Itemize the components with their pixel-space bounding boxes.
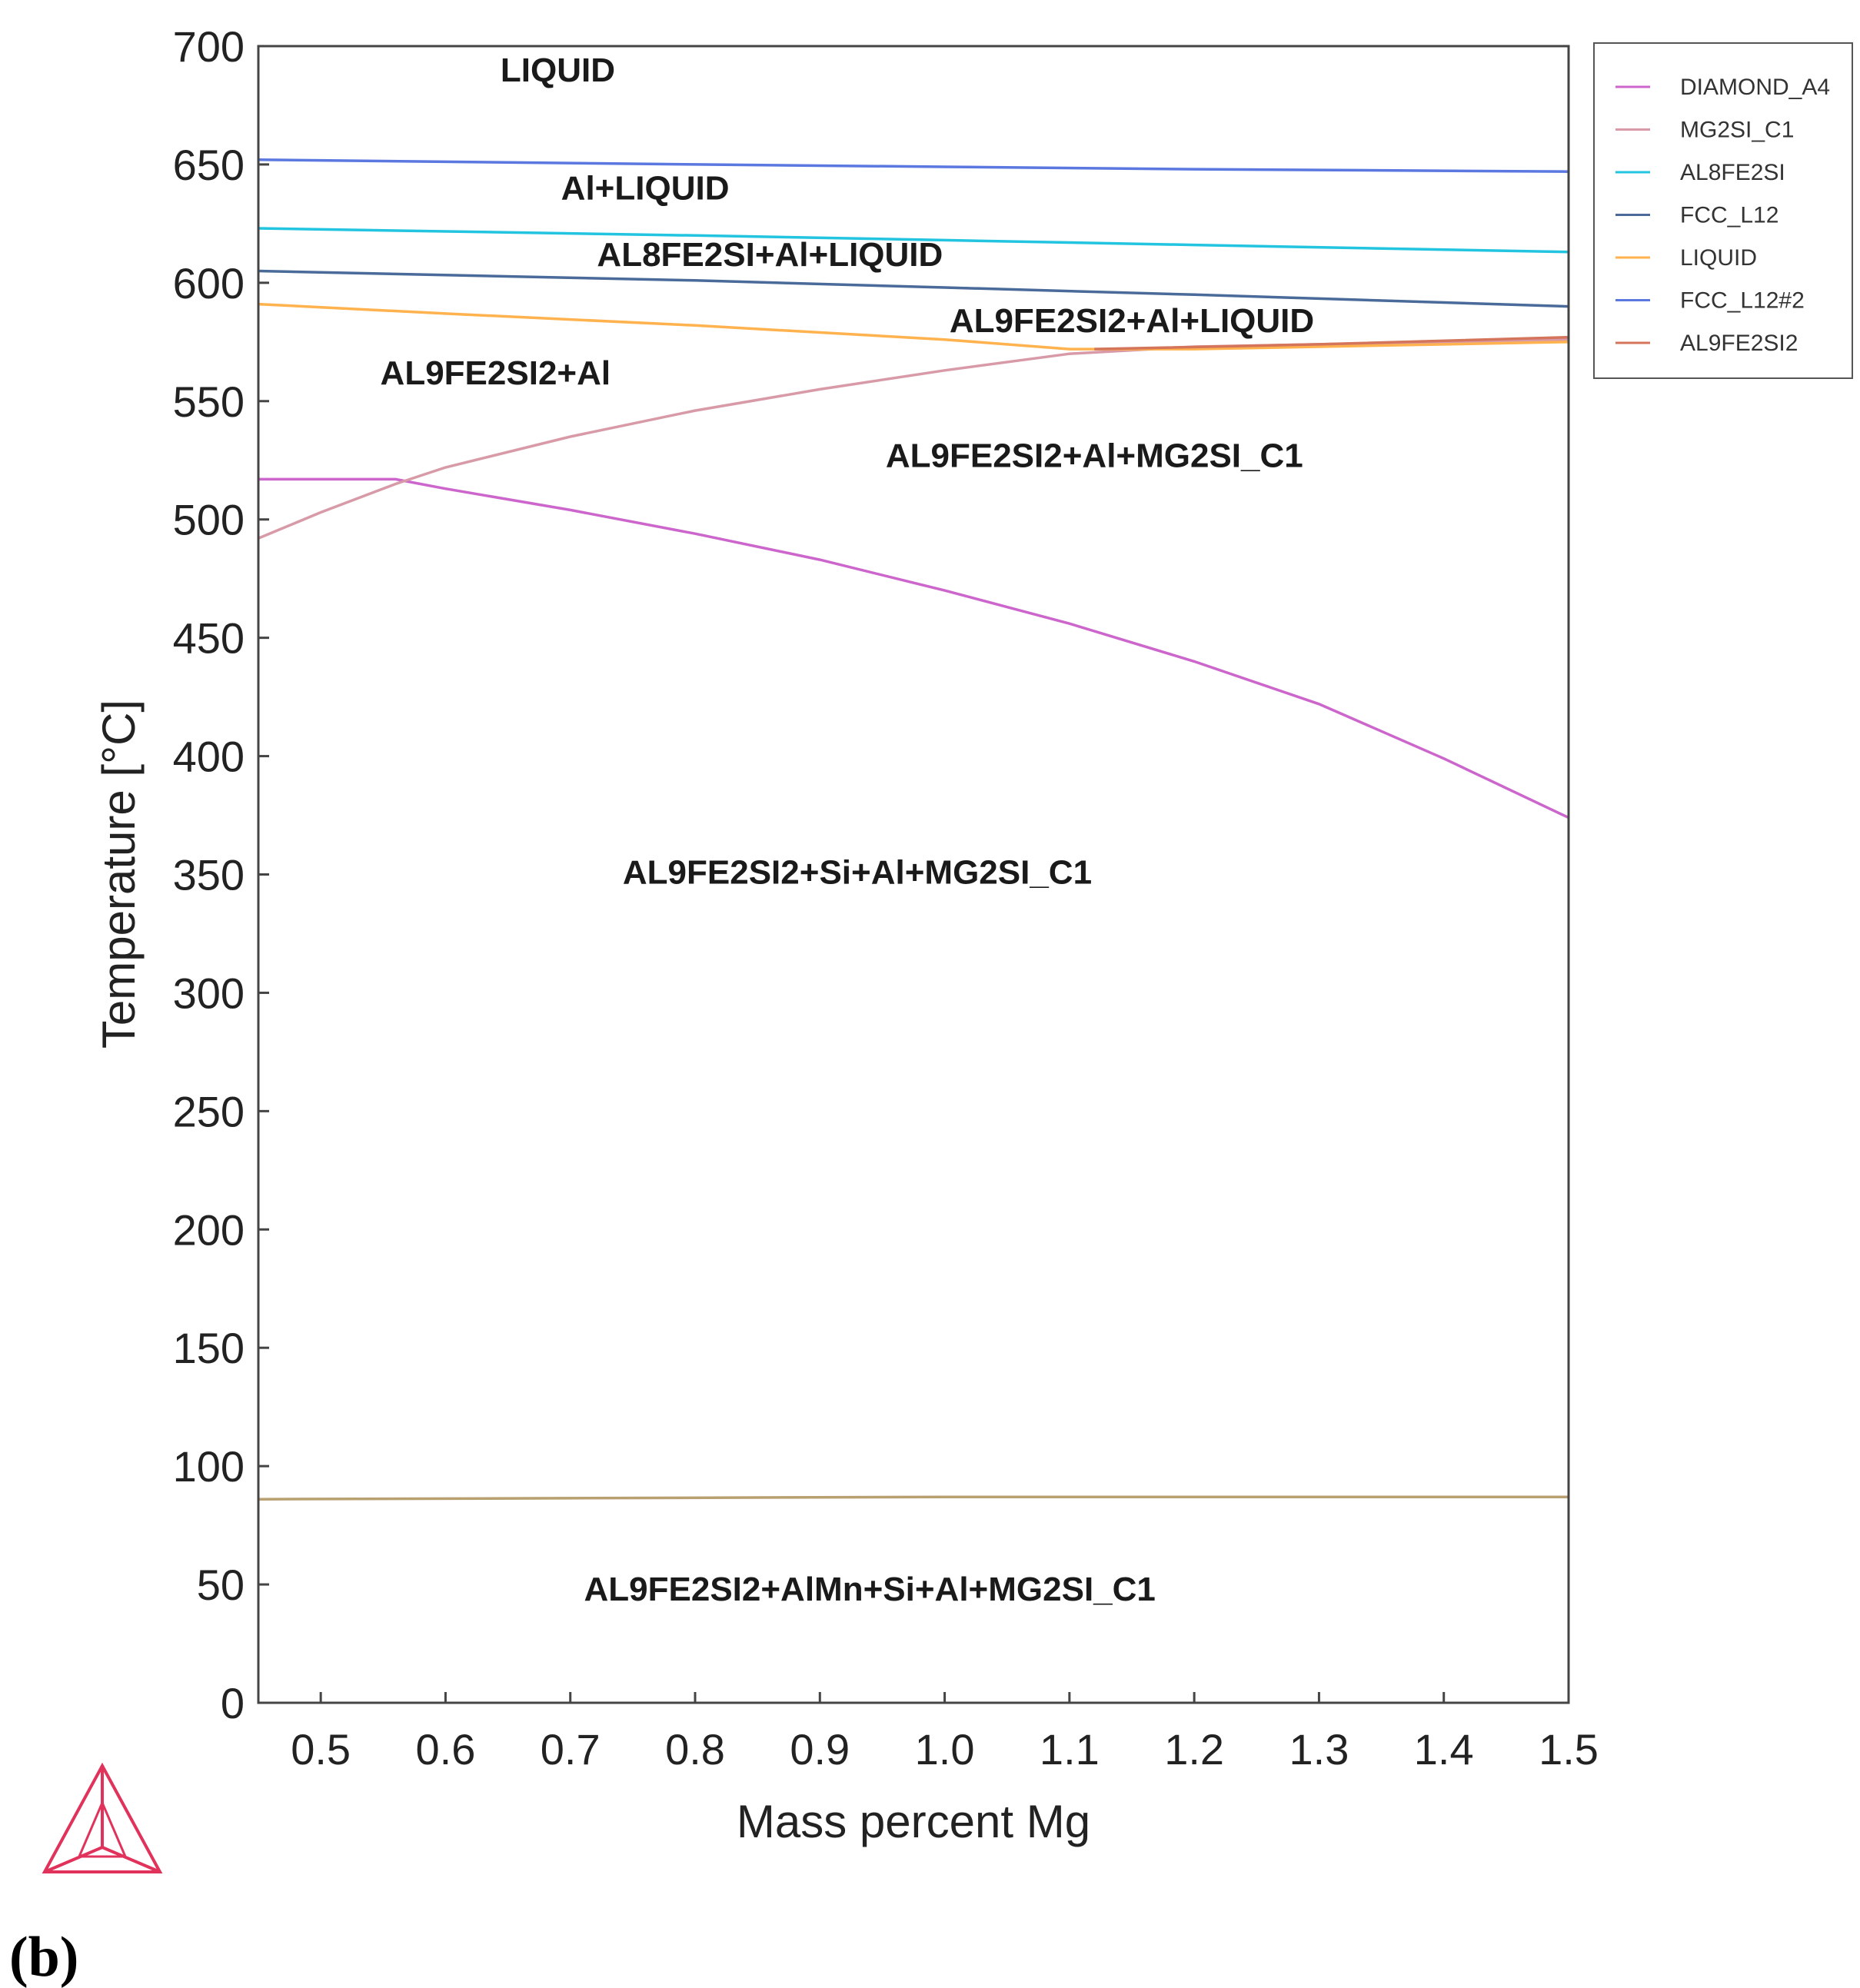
x-tick-label: 1.3 [1289, 1725, 1349, 1774]
y-tick-label: 600 [173, 259, 245, 308]
legend-label: AL8FE2SI [1680, 160, 1785, 185]
legend-items: DIAMOND_A4 MG2SI_C1 AL8FE2SI FCC_L12 LIQUID F… [1615, 75, 1830, 356]
phase-region-label: AL9FE2SI2+Al [381, 354, 611, 392]
legend-label: FCC_L12 [1680, 203, 1778, 228]
x-tick-label: 0.8 [665, 1725, 725, 1774]
legend-label: MG2SI_C1 [1680, 118, 1794, 143]
thermo-calc-logo-icon [42, 1762, 163, 1873]
phase-region-label: AL8FE2SI+Al+LIQUID [597, 236, 943, 274]
y-tick-label: 50 [197, 1561, 245, 1609]
legend-label: FCC_L12#2 [1680, 288, 1805, 314]
y-tick-label: 300 [173, 969, 245, 1017]
y-axis-label: Temperature [°C] [93, 700, 145, 1049]
legend-box [1593, 42, 1853, 379]
series-line-al8fe2si [258, 227, 1569, 254]
series-line-unlabeled-7 [258, 1495, 1569, 1501]
legend-label: AL9FE2SI2 [1680, 331, 1798, 356]
phase-region-label: AL9FE2SI2+AlMn+Si+Al+MG2SI_C1 [584, 1571, 1156, 1608]
x-tick-label: 1.4 [1414, 1725, 1474, 1774]
x-tick-label: 0.7 [541, 1725, 601, 1774]
y-tick-label: 550 [173, 377, 245, 426]
x-axis-label: Mass percent Mg [737, 1796, 1090, 1847]
phase-region-label: LIQUID [501, 52, 615, 89]
x-tick-label: 1.1 [1040, 1725, 1100, 1774]
phase-region-labels: LIQUIDAl+LIQUIDAL8FE2SI+Al+LIQUIDAL9FE2S… [381, 52, 1315, 1608]
y-tick-label: 0 [221, 1679, 245, 1727]
y-tick-label: 700 [173, 22, 245, 71]
phase-region-label: Al+LIQUID [561, 170, 730, 208]
y-tick-label: 200 [173, 1205, 245, 1254]
series-line-fcc-l12-2 [258, 158, 1569, 173]
phase-region-label: AL9FE2SI2+Al+MG2SI_C1 [886, 437, 1303, 475]
panel-label: (b) [9, 1926, 78, 1988]
y-tick-label: 500 [173, 496, 245, 544]
legend-label: LIQUID [1680, 245, 1757, 271]
phase-region-label: AL9FE2SI2+Si+Al+MG2SI_C1 [623, 853, 1092, 891]
x-tick-label: 0.9 [790, 1725, 850, 1774]
y-tick-label: 150 [173, 1324, 245, 1372]
x-tick-label: 1.2 [1164, 1725, 1224, 1774]
x-axis-ticks: 0.5 0.6 0.7 0.8 0.9 1.0 1.1 1.2 1.3 1.4 1.5 [291, 1692, 1599, 1774]
legend-label: DIAMOND_A4 [1680, 75, 1830, 100]
y-tick-label: 400 [173, 733, 245, 781]
x-tick-label: 1.0 [915, 1725, 975, 1774]
series-line-diamond-a4 [258, 477, 1569, 819]
plot-background [258, 46, 1569, 1703]
y-tick-label: 450 [173, 614, 245, 663]
series-line-liquid [258, 302, 1569, 351]
x-tick-label: 0.5 [291, 1725, 351, 1774]
x-tick-label: 1.5 [1539, 1725, 1599, 1774]
y-tick-label: 650 [173, 141, 245, 189]
series-line-fcc-l12 [258, 269, 1569, 308]
y-axis-ticks: 0 50 100 150 200 250 300 350 400 450 500 550 600 650 7… [173, 22, 269, 1727]
series-line-al9fe2si2 [1094, 335, 1569, 351]
y-tick-label: 250 [173, 1087, 245, 1135]
y-tick-label: 100 [173, 1442, 245, 1491]
phase-region-label: AL9FE2SI2+Al+LIQUID [950, 302, 1314, 340]
series-layer [258, 158, 1569, 1501]
x-tick-label: 0.6 [415, 1725, 475, 1774]
legend: DIAMOND_A4 MG2SI_C1 AL8FE2SI FCC_L12 LIQUID F… [1593, 42, 1853, 379]
y-tick-label: 350 [173, 851, 245, 899]
